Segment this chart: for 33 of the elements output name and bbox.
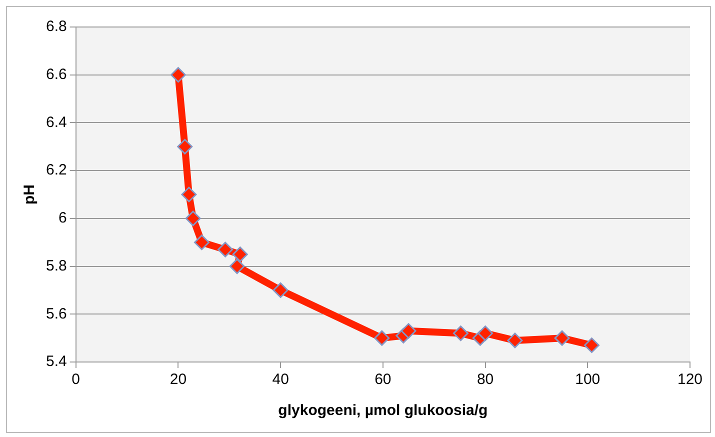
point (478, 326, 494, 342)
y-tick-label: 5.4 (46, 353, 67, 370)
y-tick-label: 6.8 (46, 18, 67, 36)
point (229, 258, 245, 274)
x-tick-label: 80 (476, 371, 494, 388)
point (170, 67, 186, 83)
point (554, 330, 570, 346)
x-tick-label: 20 (170, 371, 187, 388)
point (185, 210, 201, 226)
y-tick-label: 6.4 (46, 114, 67, 131)
x-axis-title: glykogeeni, µmol glukoosia/g (278, 402, 488, 420)
point (452, 326, 468, 342)
y-tick-label: 6 (58, 210, 67, 227)
x-tick-label: 120 (677, 371, 703, 388)
point (584, 338, 600, 353)
point (507, 332, 523, 348)
y-tick-label: 6.6 (46, 66, 67, 83)
point (272, 282, 288, 298)
x-tick-label: 0 (72, 371, 80, 388)
point (232, 246, 248, 262)
y-tick-label: 6.2 (46, 162, 67, 179)
point (218, 242, 234, 258)
y-tick-label: 5.6 (46, 305, 67, 322)
point (181, 186, 197, 202)
point (177, 138, 193, 154)
point (194, 234, 210, 250)
x-tick-label: 60 (374, 371, 392, 388)
point (400, 323, 416, 339)
y-tick-label: 5.8 (46, 257, 67, 274)
point (374, 330, 390, 346)
x-tick-label: 40 (272, 371, 289, 388)
y-axis-title: pH (21, 184, 38, 204)
x-tick-label: 100 (575, 371, 600, 388)
